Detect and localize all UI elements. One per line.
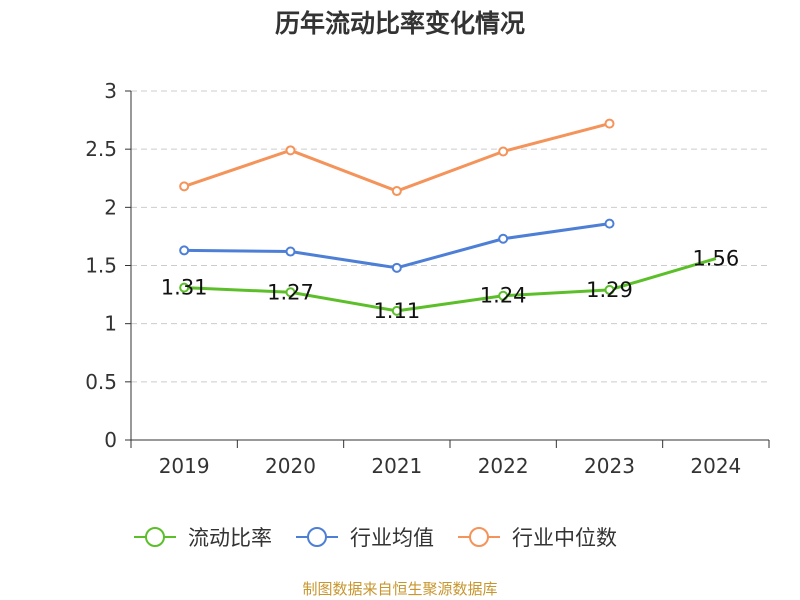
data-point [285, 246, 296, 257]
x-tick-label: 2019 [159, 454, 210, 478]
data-point [391, 262, 402, 273]
data-point [391, 305, 402, 316]
y-tick-label: 1 [104, 312, 117, 336]
series-lines [179, 118, 717, 316]
x-tick-label: 2021 [371, 454, 422, 478]
legend-item[interactable]: 行业中位数 [458, 526, 617, 550]
data-labels: 1.31 1.27 1.11 1.24 1.29 1.56 [161, 247, 739, 323]
x-tick-label: 2020 [265, 454, 316, 478]
y-tick-label: 3 [104, 79, 117, 103]
data-point [179, 282, 190, 293]
legend-label: 流动比率 [188, 526, 272, 550]
data-point [498, 290, 509, 301]
legend-marker [307, 527, 327, 547]
data-point [498, 146, 509, 157]
data-label: 1.56 [692, 247, 739, 271]
data-point [604, 118, 615, 129]
legend-marker [145, 527, 165, 547]
legend-label: 行业均值 [350, 526, 434, 550]
y-tick-label: 0.5 [85, 370, 117, 394]
source-note: 制图数据来自恒生聚源数据库 [302, 580, 498, 598]
data-point [604, 218, 615, 229]
grid-lines [131, 90, 769, 383]
data-label: 1.29 [586, 278, 633, 302]
x-tick-label: 2024 [690, 454, 741, 478]
y-tick-label: 1.5 [85, 254, 117, 278]
y-tick-label: 2.5 [85, 137, 117, 161]
legend-marker [469, 527, 489, 547]
legend-item[interactable]: 行业均值 [296, 526, 434, 550]
data-label: 1.24 [480, 284, 527, 308]
axes: 0 0.5 1 1.5 2 2.5 3 2019 2020 2021 2022 2023 2024 [85, 79, 770, 478]
series-line [183, 122, 610, 193]
series-line [184, 257, 717, 313]
data-label: 1.31 [161, 276, 208, 300]
data-label: 1.27 [267, 280, 314, 304]
data-point [498, 233, 509, 244]
data-point [391, 186, 402, 197]
x-tick-label: 2022 [478, 454, 529, 478]
legend-label: 行业中位数 [512, 526, 617, 550]
chart-title: 历年流动比率变化情况 [274, 9, 525, 38]
data-point [179, 181, 190, 192]
data-point [604, 284, 615, 295]
x-tick-label: 2023 [584, 454, 635, 478]
data-point [285, 287, 296, 298]
y-tick-label: 2 [104, 195, 117, 219]
data-point [285, 145, 296, 156]
data-point [179, 245, 190, 256]
data-label: 1.11 [373, 299, 420, 323]
y-tick-label: 0 [104, 428, 117, 452]
series-line [184, 222, 610, 270]
legend[interactable]: 流动比率 行业均值 行业中位数 [134, 526, 617, 550]
legend-item[interactable]: 流动比率 [134, 526, 272, 550]
